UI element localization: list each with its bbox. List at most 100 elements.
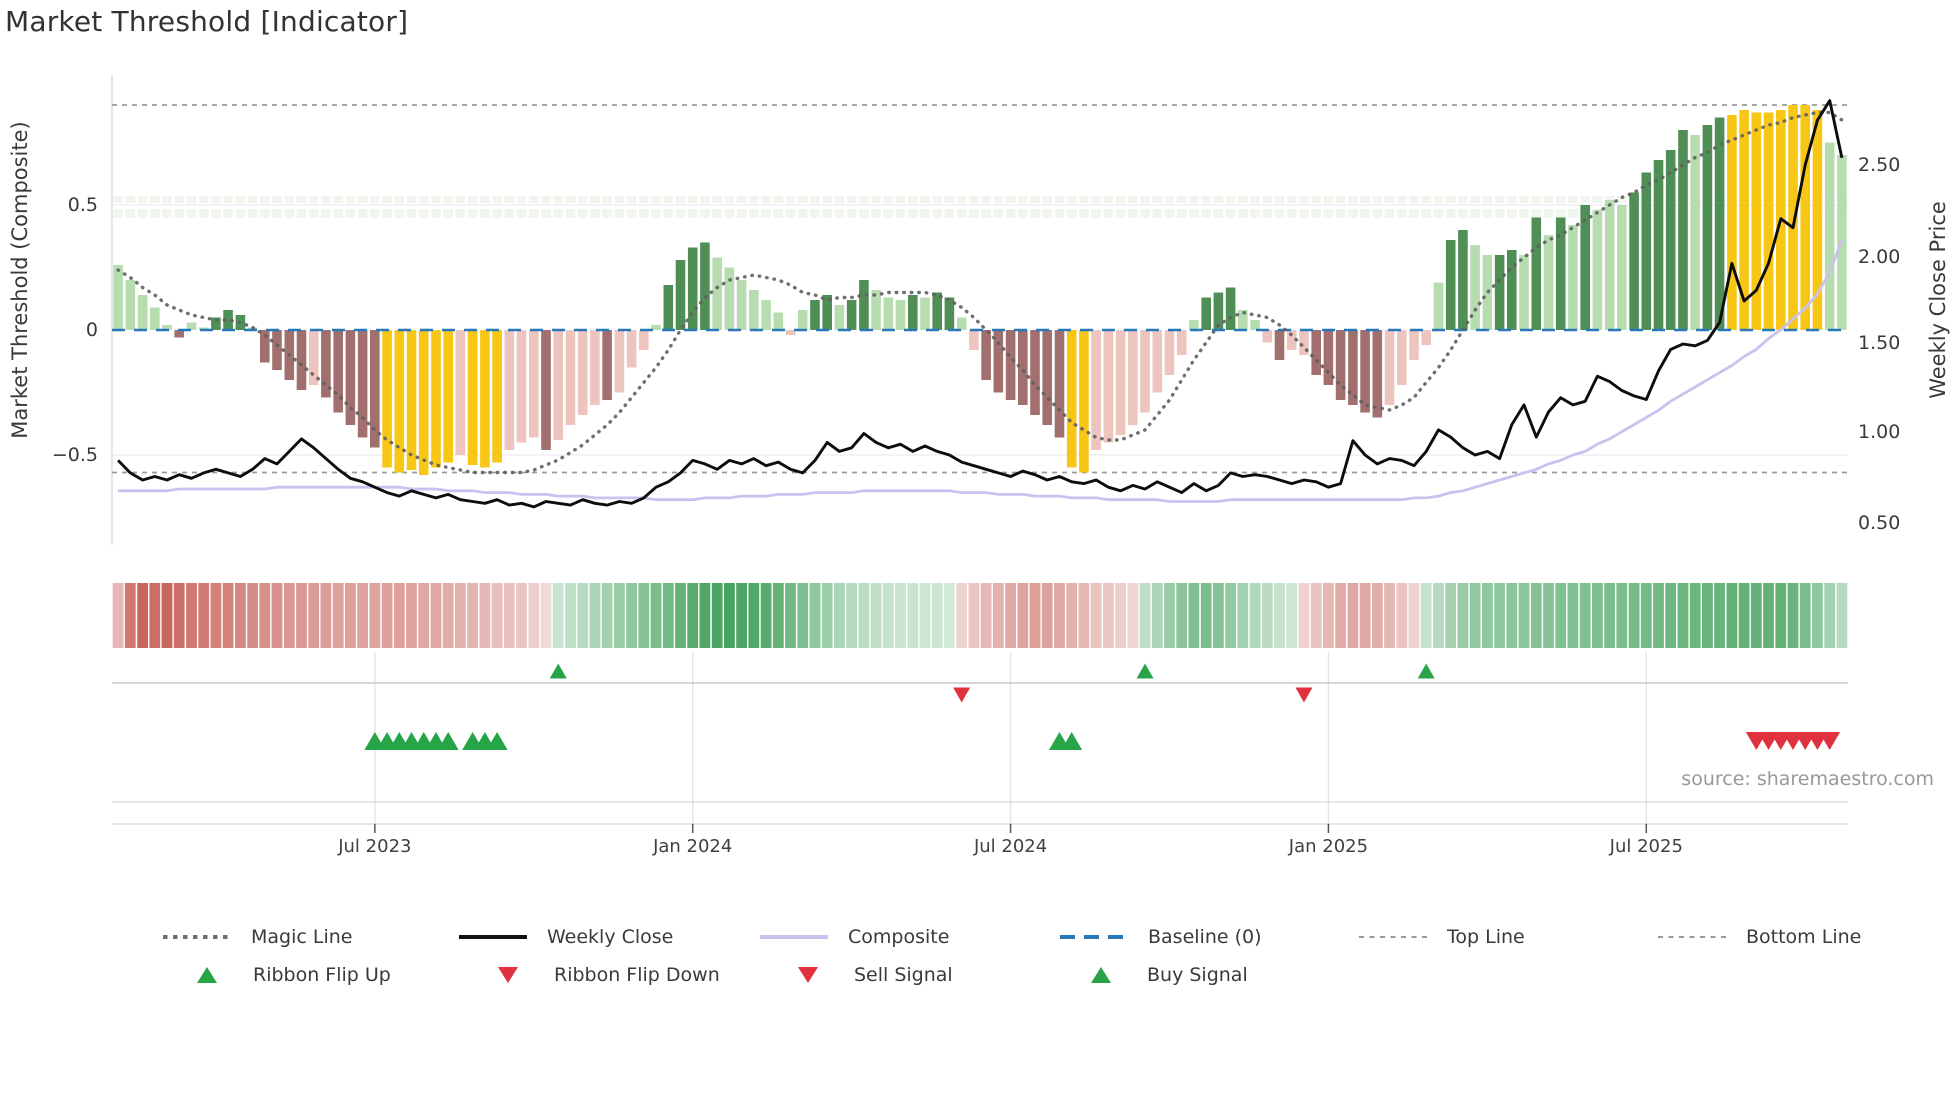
threshold-bar [1702,125,1713,330]
threshold-bar [590,330,600,405]
threshold-bar [480,330,490,468]
ribbon-cell [1738,583,1750,648]
threshold-bar [1555,217,1566,330]
ribbon-flip-up-marker [1417,663,1435,679]
threshold-bar [1164,330,1175,375]
ribbon-cell [1115,583,1126,648]
threshold-bar [1152,330,1163,393]
ribbon-cell [1200,583,1212,648]
ribbon-flip-markers [549,663,1435,703]
ribbon-flip-down-icon [498,967,518,983]
legend-item-top-line: Top Line [1359,922,1525,952]
threshold-bar [1727,115,1737,330]
ribbon-cell [699,583,711,648]
threshold-bar [541,330,551,450]
ribbon-cell [1261,583,1273,648]
threshold-bar [785,330,796,335]
ribbon-cell [149,583,161,648]
ribbon-cell [320,583,332,648]
ribbon-cell [1469,583,1481,648]
right-tick: 0.50 [1858,512,1901,534]
left-tick: −0.5 [51,444,98,466]
threshold-bar [1433,282,1444,330]
ribbon-cell [1824,583,1836,648]
composite-line-layer [118,239,1844,503]
threshold-bar [565,330,576,425]
ribbon-cell [1555,583,1567,648]
ribbon-cell [968,583,980,648]
threshold-bar [883,297,894,330]
threshold-bar [174,330,184,338]
threshold-bar [186,322,197,330]
x-tick: Jan 2024 [653,836,733,857]
right-tick: 2.50 [1858,154,1901,176]
threshold-bar [1531,217,1542,330]
ribbon-cell [821,583,833,648]
ribbon-cell [1164,583,1175,648]
ribbon-cell [601,583,613,648]
ribbon-flip-up-marker [549,663,567,679]
ribbon-cell [809,583,821,648]
threshold-bar [260,330,270,363]
threshold-bar [1286,330,1297,350]
threshold-bar [1714,117,1725,330]
ribbon-cell [650,583,662,648]
legend-item-bottom-line: Bottom Line [1658,922,1861,952]
threshold-bar [1225,287,1236,330]
threshold-bar [1604,200,1615,330]
ribbon-cell [1359,583,1371,648]
legend-label: Buy Signal [1147,964,1248,986]
ribbon-cell [137,583,148,648]
ribbon-cell [1029,583,1041,648]
threshold-bar [1201,297,1211,330]
threshold-bar [1507,250,1517,330]
threshold-bar [908,295,918,330]
ribbon-cell [271,583,283,648]
left-axis-label: Market Threshold (Composite) [8,121,32,439]
threshold-bar [675,260,686,330]
threshold-bar [797,310,808,330]
threshold-bar [1384,330,1395,405]
threshold-bar [846,300,857,330]
ribbon-cell [381,583,393,648]
ribbon-cell [1530,583,1542,648]
ribbon-cell [1665,583,1677,648]
threshold-bar [150,307,160,330]
threshold-bar [932,292,942,330]
threshold-bar [1176,330,1187,355]
bottom-line-swatch-icon [1658,935,1726,939]
ribbon-cell [919,583,931,648]
ribbon-cell [614,583,625,648]
ribbon-cell [772,583,784,648]
threshold-bar [920,297,930,330]
ribbon-cell [491,583,503,648]
threshold-bar [394,330,405,473]
ribbon-cell [1420,583,1432,648]
ribbon-cell [1689,583,1701,648]
ribbon-cell [1457,583,1469,648]
threshold-bar [614,330,625,393]
threshold-bar [553,330,563,440]
ribbon-cell [1579,583,1591,648]
buy-signal-icon [1091,967,1111,983]
right-axis-label: Weekly Close Price [1926,201,1950,399]
ribbon-cell [1616,583,1628,648]
threshold-bar [1568,225,1578,330]
threshold-bar [492,330,502,463]
threshold-bar [1519,255,1529,330]
ribbon-cell [161,583,173,648]
threshold-bar [651,325,661,330]
left-tick: 0.5 [67,194,98,216]
threshold-bar [1678,130,1688,330]
threshold-bar [529,330,539,438]
ribbon-cell [418,583,430,648]
weekly-close-line-layer [117,99,1844,509]
threshold-bar [1091,330,1101,450]
ribbon-cell [210,583,222,648]
ribbon-cell [247,583,258,648]
threshold-bar [1580,205,1590,330]
ribbon-cell [173,583,185,648]
ribbon-flip-up-icon [197,967,217,983]
x-tick: Jul 2023 [338,836,412,857]
threshold-bar [969,330,979,350]
